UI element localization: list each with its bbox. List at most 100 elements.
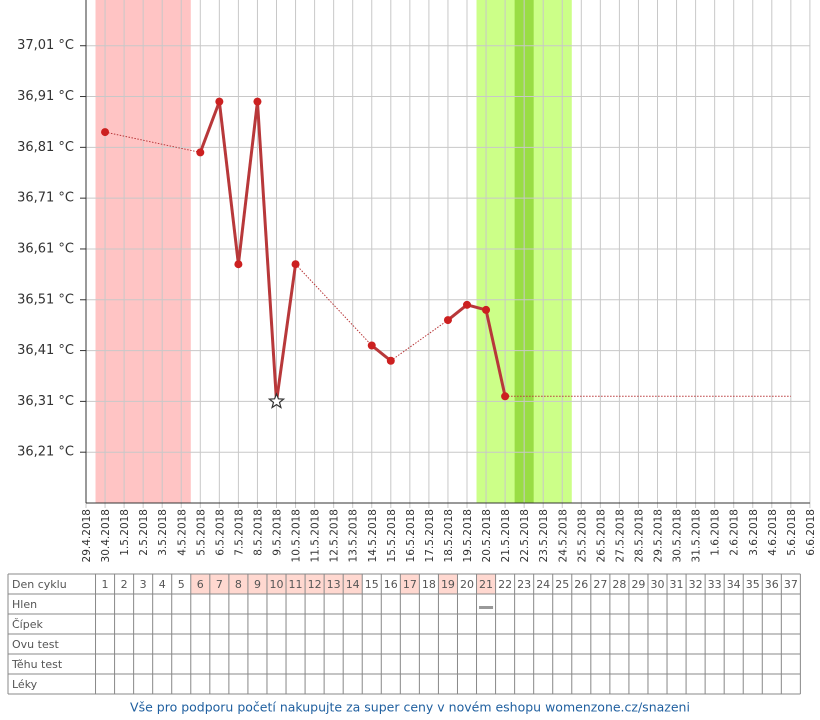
cycle-day: 9 bbox=[254, 578, 261, 591]
data-point bbox=[196, 148, 205, 157]
y-tick-label: 36,71 °C bbox=[17, 191, 74, 206]
data-point bbox=[291, 260, 300, 269]
cycle-day: 27 bbox=[593, 578, 607, 591]
x-tick-label: 6.6.2018 bbox=[805, 509, 817, 556]
cycle-day: 19 bbox=[441, 578, 455, 591]
data-point bbox=[501, 392, 510, 401]
line-segment bbox=[217, 101, 240, 265]
data-point bbox=[443, 316, 452, 325]
x-tick-label: 4.5.2018 bbox=[176, 509, 188, 556]
row-label: Den cyklu bbox=[12, 578, 67, 591]
highlight-cell bbox=[190, 574, 210, 594]
cycle-day: 23 bbox=[517, 578, 531, 591]
x-tick-label: 30.5.2018 bbox=[672, 509, 684, 562]
x-tick-label: 6.5.2018 bbox=[214, 509, 226, 556]
x-tick-label: 27.5.2018 bbox=[614, 509, 626, 562]
x-tick-label: 3.6.2018 bbox=[748, 509, 760, 556]
line-segment bbox=[198, 101, 221, 153]
data-point bbox=[253, 97, 262, 106]
x-tick-label: 17.5.2018 bbox=[424, 509, 436, 562]
hlen-mark bbox=[479, 606, 494, 609]
x-tick-label: 29.4.2018 bbox=[81, 509, 93, 562]
x-tick-label: 4.6.2018 bbox=[767, 509, 779, 556]
x-tick-label: 30.4.2018 bbox=[100, 509, 112, 562]
cycle-day: 33 bbox=[708, 578, 722, 591]
cycle-day: 5 bbox=[178, 578, 185, 591]
x-tick-label: 13.5.2018 bbox=[348, 509, 360, 562]
cycle-day: 20 bbox=[460, 578, 474, 591]
cycle-day: 8 bbox=[235, 578, 242, 591]
x-tick-label: 3.5.2018 bbox=[157, 509, 169, 556]
cycle-day: 34 bbox=[727, 578, 741, 591]
x-tick-label: 2.6.2018 bbox=[729, 509, 741, 556]
x-tick-label: 5.6.2018 bbox=[786, 509, 798, 556]
x-tick-label: 18.5.2018 bbox=[443, 509, 455, 562]
x-tick-label: 15.5.2018 bbox=[386, 509, 398, 562]
data-point bbox=[234, 260, 243, 269]
gap-segment bbox=[295, 263, 373, 346]
data-point bbox=[215, 97, 224, 106]
y-tick-label: 36,51 °C bbox=[17, 292, 74, 307]
cycle-day: 16 bbox=[384, 578, 398, 591]
cycle-day: 14 bbox=[346, 578, 360, 591]
cycle-day: 6 bbox=[197, 578, 204, 591]
data-point bbox=[463, 300, 471, 309]
x-tick-label: 26.5.2018 bbox=[595, 509, 607, 562]
x-tick-label: 7.5.2018 bbox=[233, 509, 245, 556]
x-tick-label: 16.5.2018 bbox=[405, 509, 417, 562]
line-segment bbox=[370, 344, 392, 362]
highlight-cell bbox=[343, 574, 363, 594]
x-tick-label: 1.6.2018 bbox=[710, 509, 722, 556]
x-tick-label: 10.5.2018 bbox=[291, 509, 303, 562]
cycle-day: 11 bbox=[289, 578, 303, 591]
cycle-day: 15 bbox=[365, 578, 379, 591]
cycle-day: 17 bbox=[403, 578, 417, 591]
x-tick-label: 12.5.2018 bbox=[329, 509, 341, 562]
highlight-cell bbox=[476, 574, 496, 594]
y-tick-label: 36,81 °C bbox=[17, 140, 74, 155]
shop-link[interactable]: Vše pro podporu početí nakupujte za supe… bbox=[130, 700, 690, 715]
cycle-day: 21 bbox=[479, 578, 493, 591]
line-segment bbox=[255, 101, 278, 402]
line-segment bbox=[447, 303, 468, 322]
cycle-day: 31 bbox=[670, 578, 684, 591]
cycle-day: 10 bbox=[270, 578, 284, 591]
data-point bbox=[482, 305, 491, 314]
cycle-day: 32 bbox=[689, 578, 703, 591]
row-label: Ovu test bbox=[12, 638, 59, 651]
row-label: Léky bbox=[12, 678, 38, 691]
y-tick-label: 36,91 °C bbox=[17, 89, 74, 104]
x-tick-label: 14.5.2018 bbox=[367, 509, 379, 562]
y-tick-label: 36,41 °C bbox=[17, 343, 74, 358]
x-tick-label: 19.5.2018 bbox=[462, 509, 474, 562]
cycle-day: 29 bbox=[631, 578, 645, 591]
cycle-day: 25 bbox=[555, 578, 569, 591]
cycle-day: 18 bbox=[422, 578, 436, 591]
star-point bbox=[267, 392, 286, 409]
x-tick-label: 25.5.2018 bbox=[576, 509, 588, 562]
y-tick-label: 37,01 °C bbox=[17, 38, 74, 53]
highlight-cell bbox=[247, 574, 267, 594]
x-tick-label: 11.5.2018 bbox=[310, 509, 322, 562]
line-segment bbox=[236, 101, 259, 265]
line-segment bbox=[275, 263, 298, 402]
y-tick-label: 36,21 °C bbox=[17, 445, 74, 460]
x-tick-label: 29.5.2018 bbox=[653, 509, 665, 562]
gap-segment bbox=[104, 131, 201, 153]
y-tick-label: 36,31 °C bbox=[17, 394, 74, 409]
highlight-cell bbox=[209, 574, 229, 594]
cycle-day: 2 bbox=[121, 578, 128, 591]
cycle-day: 13 bbox=[327, 578, 341, 591]
x-tick-label: 21.5.2018 bbox=[500, 509, 512, 562]
highlight-cell bbox=[400, 574, 420, 594]
highlight-cell bbox=[305, 574, 325, 594]
cycle-day: 35 bbox=[746, 578, 760, 591]
cycle-day: 22 bbox=[498, 578, 512, 591]
highlight-cell bbox=[438, 574, 458, 594]
row-label: Čípek bbox=[12, 618, 43, 631]
x-tick-label: 28.5.2018 bbox=[633, 509, 645, 562]
x-tick-label: 23.5.2018 bbox=[538, 509, 550, 562]
cycle-day: 7 bbox=[216, 578, 223, 591]
x-tick-label: 8.5.2018 bbox=[252, 509, 264, 556]
